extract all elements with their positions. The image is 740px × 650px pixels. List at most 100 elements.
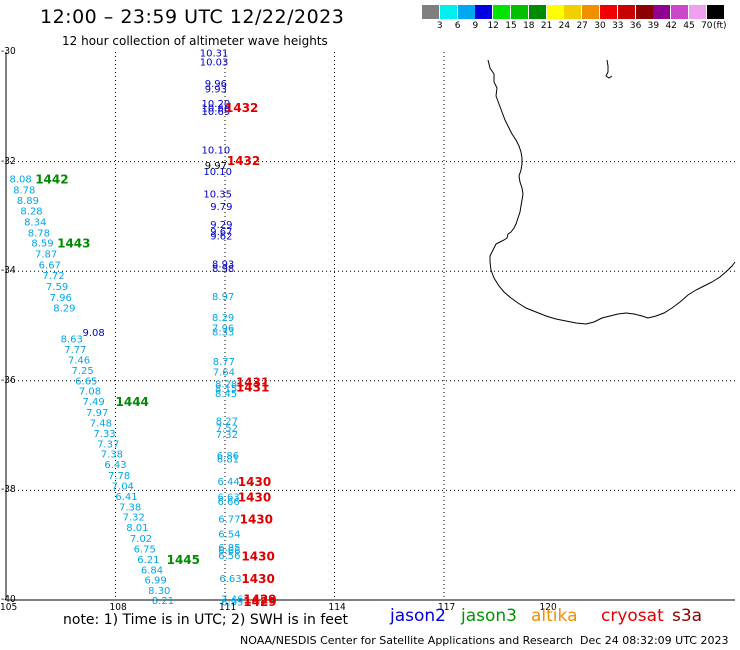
longitude-label: 117 [438, 602, 456, 613]
wave-height-value: 6.81 [217, 455, 239, 466]
wave-height-value: 7.46 [68, 355, 90, 366]
pass-time-label: 1430 [241, 550, 274, 564]
wave-height-value: 9.62 [210, 232, 232, 243]
page-title: 12:00 – 23:59 UTC 12/22/2023 [40, 6, 345, 28]
wave-height-value: 7.48 [90, 418, 112, 429]
wave-height-value: 8.33 [212, 327, 234, 338]
satellite-label-s3a: s3a [672, 606, 703, 626]
wave-height-value: 7.08 [79, 387, 101, 398]
wave-height-value: 9.67 [210, 227, 232, 238]
map-gridlines [6, 52, 735, 600]
pass-time-label: 1432 [227, 154, 260, 168]
latitude-label: -40 [1, 594, 16, 605]
legend-swatch [564, 5, 582, 19]
pass-time-label: 1443 [57, 237, 90, 251]
legend-label: 3 [436, 21, 443, 31]
legend-label: 6 [454, 21, 461, 31]
wave-height-value: 8.15 [215, 384, 237, 395]
longitude-label: 120 [539, 602, 557, 613]
wave-height-value: 7.52 [216, 423, 238, 434]
wave-height-value: 7.64 [213, 367, 235, 378]
satellite-label-jason2: jason2 [390, 606, 446, 626]
wave-height-value: 6.95 [221, 598, 243, 609]
latitude-label: -36 [1, 374, 16, 386]
wave-height-value: 7.78 [108, 471, 130, 482]
page-subtitle: 12 hour collection of altimeter wave hei… [62, 34, 328, 48]
wave-height-value: 6.84 [141, 565, 163, 576]
legend-swatch [493, 5, 511, 19]
wave-height-value: 7.37 [97, 439, 119, 450]
legend-label: 39 [647, 21, 660, 31]
latitude-label: -34 [1, 265, 16, 277]
wave-height-value: 6.75 [134, 544, 156, 555]
wave-height-value: 9.08 [82, 328, 104, 339]
legend-label: 15 [505, 21, 517, 31]
wave-height-value: 6.41 [115, 492, 137, 503]
pass-time-label: 1430 [240, 512, 273, 526]
wave-height-value: 6.54 [218, 530, 240, 541]
pass-time-label: 1432 [225, 101, 258, 115]
wave-height-value: 8.93 [212, 260, 234, 271]
wave-height-value: 8.45 [215, 389, 237, 400]
legend-label: 12 [487, 21, 499, 31]
wave-height-value: 10.10 [203, 167, 232, 178]
wave-height-value: 7.96 [50, 293, 72, 304]
legend-label: 45 [683, 21, 695, 31]
wave-height-value: 7.96 [212, 324, 234, 335]
legend-swatch [653, 5, 671, 19]
wave-height-value: 8.28 [20, 206, 42, 217]
wave-height-value: 9.93 [205, 85, 227, 96]
wave-height-value: 10.31 [200, 49, 229, 60]
pass-time-label: 1429 [243, 595, 276, 609]
legend-swatch [439, 5, 457, 19]
wave-height-value: 7.87 [35, 250, 57, 261]
australia-coastline [487, 59, 736, 325]
pass-time-label: 1430 [238, 490, 271, 504]
longitude-label: 114 [328, 602, 346, 613]
wave-height-value: 8.78 [13, 186, 35, 197]
legend-label: 21 [540, 21, 553, 31]
legend-swatch [457, 5, 475, 19]
pass-time-label: 1430 [238, 475, 271, 489]
pass-time-label: 1444 [116, 395, 149, 409]
wave-height-value: 10.20 [202, 99, 231, 110]
wave-height-value: 8.78 [28, 228, 50, 239]
wave-height-value: 8.29 [212, 313, 234, 324]
wave-height-value: 9.96 [205, 79, 227, 90]
wave-height-value: 8.97 [212, 292, 234, 303]
legend-swatch [475, 5, 493, 19]
legend-label: 33 [612, 21, 624, 31]
map-frame [5, 52, 735, 601]
wave-height-value: 6.63 [219, 574, 241, 585]
wave-height-value: 6.44 [218, 477, 240, 488]
wave-height-value: 6.99 [145, 576, 167, 587]
wave-height-value: 8.59 [31, 239, 53, 250]
wave-height-value: 7.02 [130, 534, 152, 545]
wave-height-value: 8.01 [126, 523, 148, 534]
latitude-label: -32 [1, 155, 16, 167]
legend-label: 30 [594, 21, 606, 31]
wave-height-value: 8.21 [152, 596, 174, 607]
longitude-label: 105 [0, 602, 18, 613]
wave-height-value: 7.38 [101, 450, 123, 461]
legend-swatch [706, 5, 724, 19]
wave-height-value: 10.03 [200, 57, 229, 68]
wave-height-value: 8.08 [9, 175, 31, 186]
pass-time-label: 1442 [35, 173, 68, 187]
pass-time-label: 1430 [241, 572, 274, 586]
legend-swatch [528, 5, 546, 19]
legend-label: 70 [701, 21, 713, 31]
wave-height-value: 8.63 [61, 335, 83, 346]
legend-swatch [582, 5, 600, 19]
wave-height-value: 6.63 [218, 492, 240, 503]
wave-height-value: 7.77 [64, 345, 86, 356]
legend-label: 27 [576, 21, 588, 31]
wave-height-value: 7.49 [82, 397, 104, 408]
satellite-label-cryosat: cryosat [601, 606, 664, 626]
pass-time-label: 1431 [236, 375, 269, 389]
wave-height-value: 7.46 [221, 594, 243, 605]
legend-swatch [671, 5, 689, 19]
longitude-label: 108 [109, 602, 127, 613]
latitude-label: -30 [1, 46, 16, 57]
wave-height-value: 6.86 [217, 451, 239, 462]
